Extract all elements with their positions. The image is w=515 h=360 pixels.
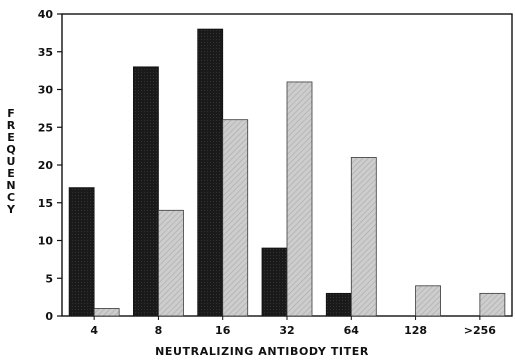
y-tick-label: 25 xyxy=(38,121,53,134)
y-tick-label: 5 xyxy=(45,272,53,285)
bar-series-1 xyxy=(325,292,352,317)
x-tick-label: 128 xyxy=(404,324,427,337)
bars xyxy=(68,28,506,317)
y-tick-label: 20 xyxy=(38,159,54,172)
x-tick-label: 64 xyxy=(344,324,360,337)
bar-series-1 xyxy=(261,247,288,317)
y-tick-label: 30 xyxy=(38,84,54,97)
y-axis: 0 5 10 15 20 25 30 35 40 xyxy=(38,8,62,323)
plot-area: 0 5 10 15 20 25 30 35 40 4 8 16 32 64 128 >256 xyxy=(38,8,513,337)
y-tick-label: 40 xyxy=(38,8,54,21)
x-tick-label: >256 xyxy=(464,324,497,337)
y-tick-label: 35 xyxy=(38,46,53,59)
x-axis-label: NEUTRALIZING ANTIBODY TITER xyxy=(155,345,369,358)
x-tick-label: 32 xyxy=(279,324,294,337)
x-tick-label: 8 xyxy=(155,324,163,337)
bar-series-2 xyxy=(479,292,506,317)
bar-series-1 xyxy=(68,187,95,317)
x-axis: 4 8 16 32 64 128 >256 xyxy=(90,316,496,337)
y-tick-label: 15 xyxy=(38,197,53,210)
bar-series-1 xyxy=(133,66,159,317)
bar-series-2 xyxy=(286,81,313,317)
x-tick-label: 16 xyxy=(215,324,231,337)
y-tick-label: 10 xyxy=(38,235,54,248)
x-tick-label: 4 xyxy=(90,324,98,337)
bar-series-2 xyxy=(158,209,184,317)
bar-series-2 xyxy=(415,285,441,317)
bar-series-1 xyxy=(197,28,224,317)
y-tick-label: 0 xyxy=(45,310,53,323)
bar-series-2 xyxy=(222,119,249,317)
bar-series-2 xyxy=(350,157,377,317)
bar-series-2 xyxy=(93,308,120,317)
